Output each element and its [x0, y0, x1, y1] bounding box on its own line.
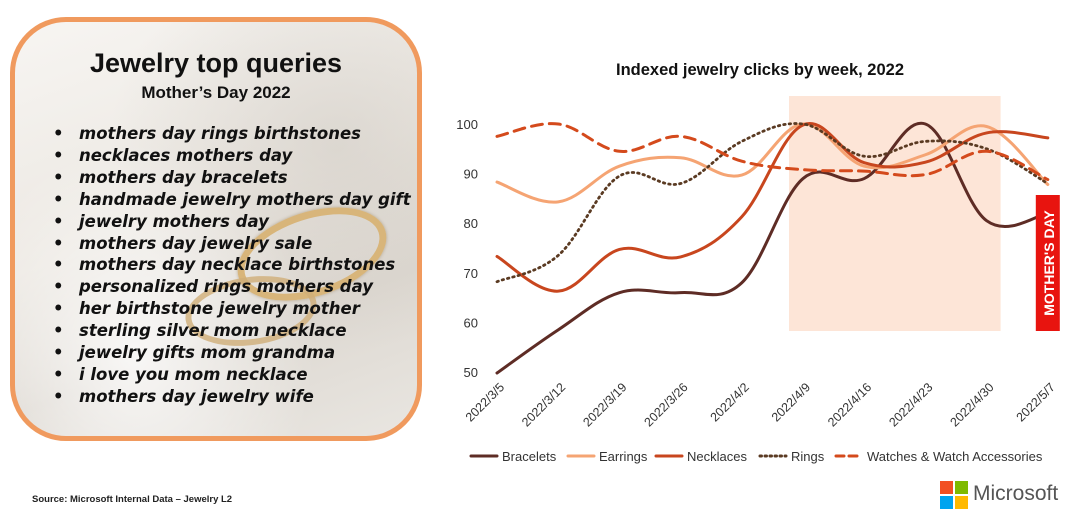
legend-label: Rings: [791, 449, 825, 464]
legend-label: Earrings: [599, 449, 648, 464]
query-item: handmade jewelry mothers day gift: [53, 189, 411, 211]
y-tick-label: 100: [456, 117, 478, 132]
queries-card: Jewelry top queries Mother’s Day 2022 mo…: [10, 17, 422, 441]
query-item: jewelry mothers day: [53, 211, 411, 233]
query-item: her birthstone jewelry mother: [53, 298, 411, 320]
legend-label: Bracelets: [502, 449, 557, 464]
mothers-day-marker: [1035, 195, 1060, 331]
legend-label: Watches & Watch Accessories: [867, 449, 1043, 464]
query-item: mothers day jewelry wife: [53, 386, 411, 408]
y-tick-label: 70: [464, 266, 478, 281]
x-tick-label: 2022/4/16: [825, 380, 874, 429]
microsoft-logo-icon: [940, 481, 968, 509]
query-item: necklaces mothers day: [53, 145, 411, 167]
query-item: mothers day jewelry sale: [53, 233, 411, 255]
brand-wordmark: Microsoft: [973, 482, 1059, 505]
x-tick-label: 2022/4/9: [769, 380, 813, 424]
query-list: mothers day rings birthstonesnecklaces m…: [53, 123, 411, 408]
logo-square: [955, 496, 968, 509]
query-item: mothers day necklace birthstones: [53, 254, 411, 276]
x-tick-label: 2022/4/2: [708, 380, 752, 424]
line-chart: 50 60 70 80 90 100 2022/3/5 2022/3/12 2022/3/19 2…: [456, 96, 1060, 464]
x-tick-label: 2022/4/30: [948, 380, 997, 429]
x-tick-label: 2022/4/23: [886, 380, 935, 429]
series-line-earrings: [495, 122, 1050, 204]
y-tick-label: 60: [464, 315, 478, 330]
legend-label: Necklaces: [687, 449, 747, 464]
logo-square: [940, 481, 953, 494]
query-item: mothers day bracelets: [53, 167, 411, 189]
x-tick-label: 2022/5/7: [1014, 380, 1058, 424]
mothers-day-label: MOTHER'S DAY: [1041, 210, 1057, 316]
series-line-necklaces: [495, 122, 1050, 293]
card-title: Jewelry top queries: [89, 48, 343, 78]
query-item: jewelry gifts mom grandma: [53, 342, 411, 364]
y-tick-label: 90: [464, 167, 478, 182]
x-tick-label: 2022/3/5: [463, 380, 507, 424]
series-line-watches-watch-accessories: [495, 122, 1050, 182]
y-tick-label: 80: [464, 216, 478, 231]
x-tick-label: 2022/3/12: [519, 380, 568, 429]
series-line-rings: [495, 122, 1050, 284]
logo-square: [940, 496, 953, 509]
x-tick-label: 2022/3/26: [642, 380, 691, 429]
query-item: personalized rings mothers day: [53, 276, 411, 298]
query-item: i love you mom necklace: [53, 364, 411, 386]
logo-square: [955, 481, 968, 494]
x-tick-label: 2022/3/19: [580, 380, 629, 429]
chart-title: Indexed jewelry clicks by week, 2022: [615, 61, 904, 79]
card-subtitle: Mother’s Day 2022: [141, 83, 291, 102]
query-item: sterling silver mom necklace: [53, 320, 411, 342]
source-note: Source: Microsoft Internal Data – Jewelr…: [32, 494, 233, 505]
query-item: mothers day rings birthstones: [53, 123, 411, 145]
series-line-bracelets: [495, 121, 1050, 375]
y-tick-label: 50: [464, 365, 478, 380]
